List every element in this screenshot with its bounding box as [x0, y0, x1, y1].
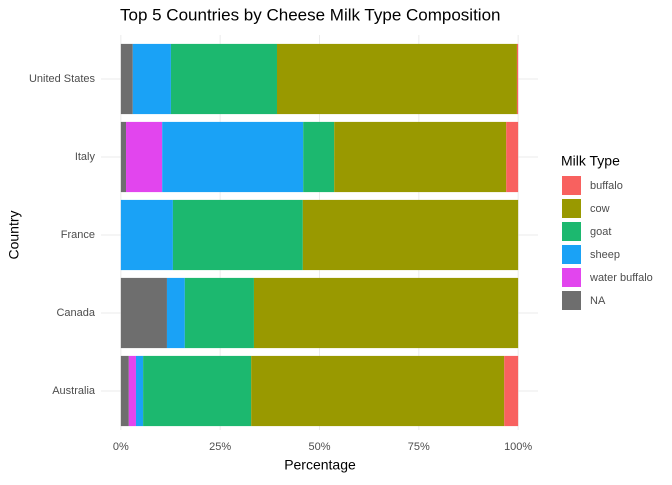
y-tick-label: Australia [52, 385, 96, 397]
bar-segment [253, 277, 519, 349]
legend-label: NA [590, 295, 606, 307]
legend-label: water buffalo [589, 272, 653, 284]
legend-key [562, 199, 581, 218]
bar-segment [132, 43, 171, 115]
bar-segment [120, 121, 127, 193]
bar-segment [162, 121, 304, 193]
bar-segment [120, 277, 167, 349]
legend-label: cow [590, 203, 610, 215]
x-tick-label: 75% [408, 441, 430, 453]
bar-segment [184, 277, 254, 349]
bar-segment [135, 355, 144, 427]
x-tick-label: 100% [504, 441, 532, 453]
chart-title: Top 5 Countries by Cheese Milk Type Comp… [120, 5, 500, 24]
bar-segment [120, 43, 133, 115]
legend-title: Milk Type [561, 153, 620, 169]
y-axis-title: Country [6, 210, 22, 259]
bar-segment [128, 355, 136, 427]
bar-segment [276, 43, 517, 115]
legend-key [562, 268, 581, 287]
legend-key [562, 222, 581, 241]
y-tick-label: France [61, 229, 95, 241]
bar-segment [143, 355, 252, 427]
x-tick-label: 0% [113, 441, 129, 453]
bar-segment [120, 199, 173, 271]
bar-segment [166, 277, 185, 349]
bar-segment [302, 199, 519, 271]
bar-segment [334, 121, 507, 193]
x-axis-title: Percentage [284, 457, 356, 473]
x-tick-label: 25% [209, 441, 231, 453]
legend-key [562, 245, 581, 264]
bar-segment [170, 43, 277, 115]
bar-segment [172, 199, 303, 271]
bar-segment [303, 121, 335, 193]
bar-segment [120, 355, 129, 427]
bar-segment [516, 43, 519, 115]
bar-segment [506, 121, 519, 193]
y-tick-label: Canada [56, 307, 95, 319]
bar-segment [126, 121, 163, 193]
y-tick-label: Italy [75, 151, 96, 163]
legend-label: sheep [590, 249, 620, 261]
legend-key [562, 176, 581, 195]
legend-key [562, 291, 581, 310]
legend-label: buffalo [590, 180, 623, 192]
x-tick-label: 50% [308, 441, 330, 453]
legend-label: goat [590, 226, 611, 238]
bar-segment [504, 355, 519, 427]
y-tick-label: United States [29, 73, 96, 85]
bar-segment [251, 355, 505, 427]
